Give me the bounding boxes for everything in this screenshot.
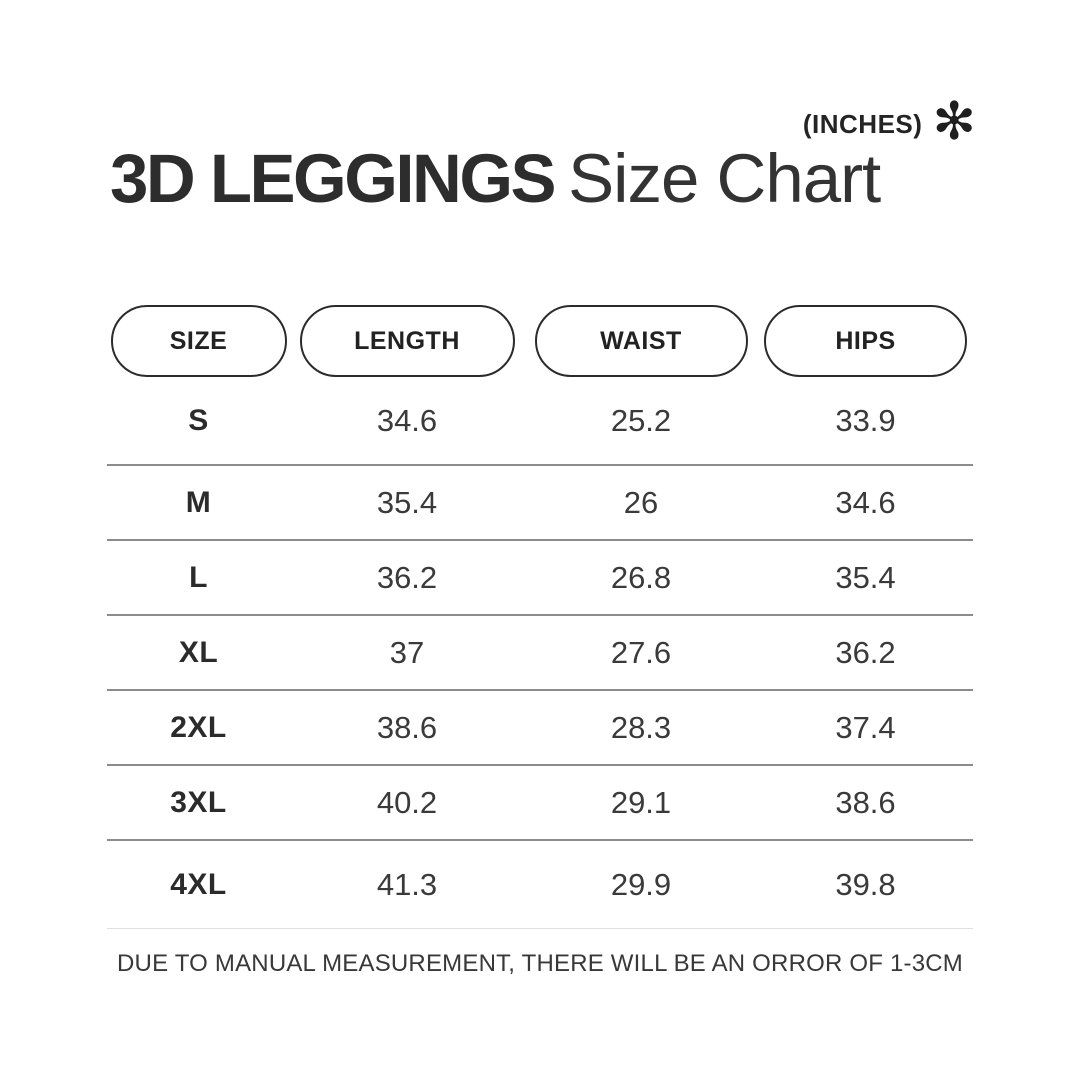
size-label: 3XL [170, 785, 227, 819]
measurement-disclaimer: DUE TO MANUAL MEASUREMENT, THERE WILL BE… [117, 950, 963, 977]
table-header-row: SIZE LENGTH WAIST HIPS [107, 305, 973, 377]
waist-value: 25.2 [610, 402, 672, 438]
column-pill-waist: WAIST [534, 305, 748, 377]
length-value: 36.2 [376, 559, 438, 595]
size-table: SIZE LENGTH WAIST HIPS S 34.6 25.2 33.9 … [107, 305, 973, 929]
page-title-product: 3D LEGGINGS [110, 140, 557, 217]
length-value: 35.4 [376, 484, 438, 520]
table-row: S 34.6 25.2 33.9 [107, 377, 973, 466]
hips-value: 35.4 [835, 559, 896, 595]
hips-value: 33.9 [835, 402, 896, 438]
table-row: 2XL 38.6 28.3 37.4 [107, 691, 973, 766]
hips-value: 36.2 [835, 634, 896, 670]
length-value: 37 [389, 634, 425, 670]
length-value: 38.6 [376, 709, 438, 745]
size-label: 2XL [170, 710, 227, 744]
waist-value: 28.3 [610, 709, 672, 745]
size-label: XL [178, 635, 219, 669]
waist-value: 29.1 [610, 784, 672, 820]
length-value: 40.2 [376, 784, 438, 820]
hips-value: 38.6 [835, 784, 896, 820]
waist-value: 26.8 [610, 559, 672, 595]
units-row: (INCHES) ✻ [802, 92, 976, 152]
header-cell-hips: HIPS [758, 305, 973, 377]
header-cell-size: SIZE [107, 305, 290, 377]
table-row: M 35.4 26 34.6 [107, 466, 973, 541]
table-row: 3XL 40.2 29.1 38.6 [107, 766, 973, 841]
column-pill-length: LENGTH [299, 305, 515, 377]
size-label: L [189, 560, 208, 594]
waist-value: 27.6 [610, 634, 672, 670]
units-label: (INCHES) [802, 108, 923, 139]
hips-value: 37.4 [835, 709, 896, 745]
hips-value: 39.8 [835, 866, 896, 902]
hips-value: 34.6 [835, 484, 896, 520]
table-row: 4XL 41.3 29.9 39.8 [107, 841, 973, 929]
table-row: L 36.2 26.8 35.4 [107, 541, 973, 616]
length-value: 41.3 [376, 866, 438, 902]
column-pill-size: SIZE [110, 305, 287, 377]
size-label: S [188, 403, 209, 437]
size-label: M [185, 485, 212, 519]
page-title-suffix: Size Chart [568, 140, 881, 217]
size-label: 4XL [170, 867, 227, 901]
table-row: XL 37 27.6 36.2 [107, 616, 973, 691]
column-pill-hips: HIPS [764, 305, 967, 377]
header-cell-length: LENGTH [290, 305, 524, 377]
waist-value: 29.9 [610, 866, 672, 902]
header-cell-waist: WAIST [524, 305, 758, 377]
asterisk-icon: ✻ [932, 92, 976, 152]
page-title: 3D LEGGINGS Size Chart [110, 140, 881, 217]
waist-value: 26 [623, 484, 659, 520]
length-value: 34.6 [376, 402, 438, 438]
